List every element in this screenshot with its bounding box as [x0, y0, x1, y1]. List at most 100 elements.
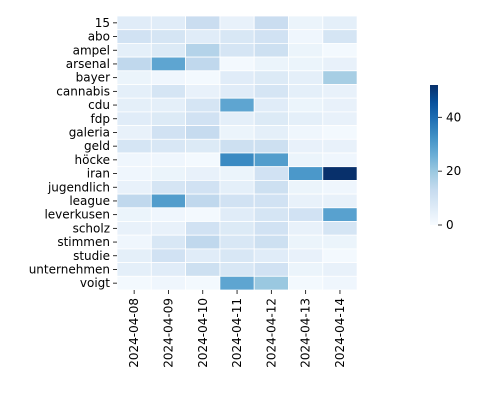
row-label-studie: studie	[73, 249, 110, 263]
heatmap-cell-stimmen-2024-04-13	[288, 234, 324, 250]
heatmap-cell-arsenal-2024-04-14	[322, 56, 358, 72]
heatmap-cell-cdu-2024-04-12	[253, 97, 289, 113]
heatmap-cell-studie-2024-04-08	[116, 248, 152, 263]
heatmap-cell-ampel-2024-04-11	[219, 43, 255, 58]
heatmap-cell-studie-2024-04-09	[150, 248, 187, 263]
heatmap-cell-league-2024-04-13	[288, 193, 324, 209]
heatmap-cell-studie-2024-04-14	[322, 248, 358, 263]
heatmap-cell-fdp-2024-04-12	[253, 111, 289, 127]
heatmap-cell-jugendlich-2024-04-13	[288, 179, 324, 195]
heatmap-cell-bayer-2024-04-11	[219, 70, 255, 85]
colorbar-label-20: 20	[446, 164, 461, 178]
heatmap-cell-league-2024-04-10	[185, 193, 221, 209]
heatmap-cell-arsenal-2024-04-10	[185, 56, 221, 72]
heatmap-cell-galeria-2024-04-10	[185, 125, 221, 140]
heatmap-cell-abo-2024-04-14	[322, 29, 358, 44]
heatmap-cell-ampel-2024-04-12	[253, 43, 289, 58]
row-label-fdp: fdp	[91, 112, 110, 126]
heatmap-cell-jugendlich-2024-04-11	[219, 179, 255, 195]
heatmap-cell-galeria-2024-04-09	[150, 125, 187, 140]
row-label-stimmen: stimmen	[57, 235, 110, 249]
heatmap-cell-geld-2024-04-10	[185, 138, 221, 154]
heatmap-cell-jugendlich-2024-04-08	[116, 179, 152, 195]
col-label-2024-04-09: 2024-04-09	[161, 298, 175, 368]
row-label-galeria: galeria	[69, 125, 110, 139]
heatmap-cell-abo-2024-04-13	[288, 29, 324, 44]
heatmap-cell-geld-2024-04-11	[219, 138, 255, 154]
heatmap-cell-iran-2024-04-09	[150, 166, 187, 181]
row-label-arsenal: arsenal	[66, 57, 110, 71]
heatmap-cell-abo-2024-04-11	[219, 29, 255, 44]
heatmap-cell-iran-2024-04-10	[185, 166, 221, 181]
row-tick-labels: 15aboampelarsenalbayercannabiscdufdpgale…	[29, 16, 117, 290]
heatmap-cell-höcke-2024-04-08	[116, 152, 152, 168]
col-label-2024-04-08: 2024-04-08	[127, 298, 141, 368]
heatmap-cell-cannabis-2024-04-08	[116, 84, 152, 99]
heatmap-cell-bayer-2024-04-14	[322, 70, 358, 85]
heatmap-cell-cdu-2024-04-11	[219, 97, 255, 113]
heatmap-cell-stimmen-2024-04-11	[219, 234, 255, 250]
heatmap-cell-stimmen-2024-04-14	[322, 234, 358, 250]
heatmap-cell-cannabis-2024-04-13	[288, 84, 324, 99]
row-label-voigt: voigt	[80, 276, 110, 290]
heatmap-cell-stimmen-2024-04-08	[116, 234, 152, 250]
heatmap-cell-galeria-2024-04-14	[322, 125, 358, 140]
heatmap-cell-jugendlich-2024-04-09	[150, 179, 187, 195]
row-label-iran: iran	[87, 167, 110, 181]
row-label-leverkusen: leverkusen	[44, 208, 110, 222]
heatmap-cell-scholz-2024-04-14	[322, 221, 358, 236]
heatmap-cell-unternehmen-2024-04-09	[150, 262, 187, 277]
row-label-unternehmen: unternehmen	[29, 262, 110, 276]
heatmap-cell-fdp-2024-04-10	[185, 111, 221, 127]
heatmap-cell-studie-2024-04-12	[253, 248, 289, 263]
heatmap-cell-cannabis-2024-04-11	[219, 84, 255, 99]
heatmap-cell-15-2024-04-11	[219, 15, 255, 31]
heatmap-cell-höcke-2024-04-09	[150, 152, 187, 168]
heatmap-cell-galeria-2024-04-13	[288, 125, 324, 140]
heatmap-cell-galeria-2024-04-08	[116, 125, 152, 140]
col-label-2024-04-12: 2024-04-12	[264, 298, 278, 368]
heatmap-cell-scholz-2024-04-10	[185, 221, 221, 236]
row-label-abo: abo	[88, 30, 110, 44]
heatmap-cell-scholz-2024-04-08	[116, 221, 152, 236]
row-label-höcke: höcke	[75, 153, 110, 167]
heatmap-cell-leverkusen-2024-04-10	[185, 207, 221, 222]
heatmap-cell-unternehmen-2024-04-08	[116, 262, 152, 277]
column-tick-labels: 2024-04-08 2024-04-09 2024-04-10 2024-04-11…	[127, 290, 347, 368]
heatmap-cell-iran-2024-04-11	[219, 166, 255, 181]
row-label-jugendlich: jugendlich	[47, 180, 110, 194]
heatmap-cell-studie-2024-04-11	[219, 248, 255, 263]
col-label-2024-04-14: 2024-04-14	[333, 298, 347, 368]
heatmap-cell-abo-2024-04-08	[116, 29, 152, 44]
heatmap-cell-bayer-2024-04-09	[150, 70, 187, 85]
heatmap-cell-iran-2024-04-08	[116, 166, 152, 181]
heatmap-cell-stimmen-2024-04-12	[253, 234, 289, 250]
heatmap-cell-league-2024-04-08	[116, 193, 152, 209]
colorbar-label-0: 0	[446, 218, 454, 232]
colorbar-label-40: 40	[446, 110, 461, 124]
heatmap-cell-league-2024-04-11	[219, 193, 255, 209]
heatmap-cell-leverkusen-2024-04-08	[116, 207, 152, 222]
heatmap-cell-unternehmen-2024-04-11	[219, 262, 255, 277]
heatmap-cell-bayer-2024-04-10	[185, 70, 221, 85]
heatmap-cell-scholz-2024-04-12	[253, 221, 289, 236]
heatmap-cell-15-2024-04-12	[253, 15, 289, 31]
heatmap-cell-15-2024-04-13	[288, 15, 324, 31]
heatmap-cell-stimmen-2024-04-09	[150, 234, 187, 250]
heatmap-cell-studie-2024-04-13	[288, 248, 324, 263]
heatmap-cell-voigt-2024-04-08	[116, 275, 152, 291]
heatmap-cell-voigt-2024-04-09	[150, 275, 187, 291]
row-label-league: league	[69, 194, 110, 208]
heatmap-cell-voigt-2024-04-11	[219, 275, 255, 291]
colorbar-gradient	[430, 85, 438, 225]
heatmap-cell-arsenal-2024-04-13	[288, 56, 324, 72]
row-label-ampel: ampel	[73, 43, 110, 57]
heatmap-cell-geld-2024-04-09	[150, 138, 187, 154]
heatmap-cell-league-2024-04-09	[150, 193, 187, 209]
heatmap-cell-galeria-2024-04-12	[253, 125, 289, 140]
heatmap-cell-fdp-2024-04-09	[150, 111, 187, 127]
row-label-cannabis: cannabis	[56, 84, 110, 98]
heatmap-cell-höcke-2024-04-10	[185, 152, 221, 168]
heatmap-cell-cdu-2024-04-09	[150, 97, 187, 113]
heatmap-cell-fdp-2024-04-11	[219, 111, 255, 127]
